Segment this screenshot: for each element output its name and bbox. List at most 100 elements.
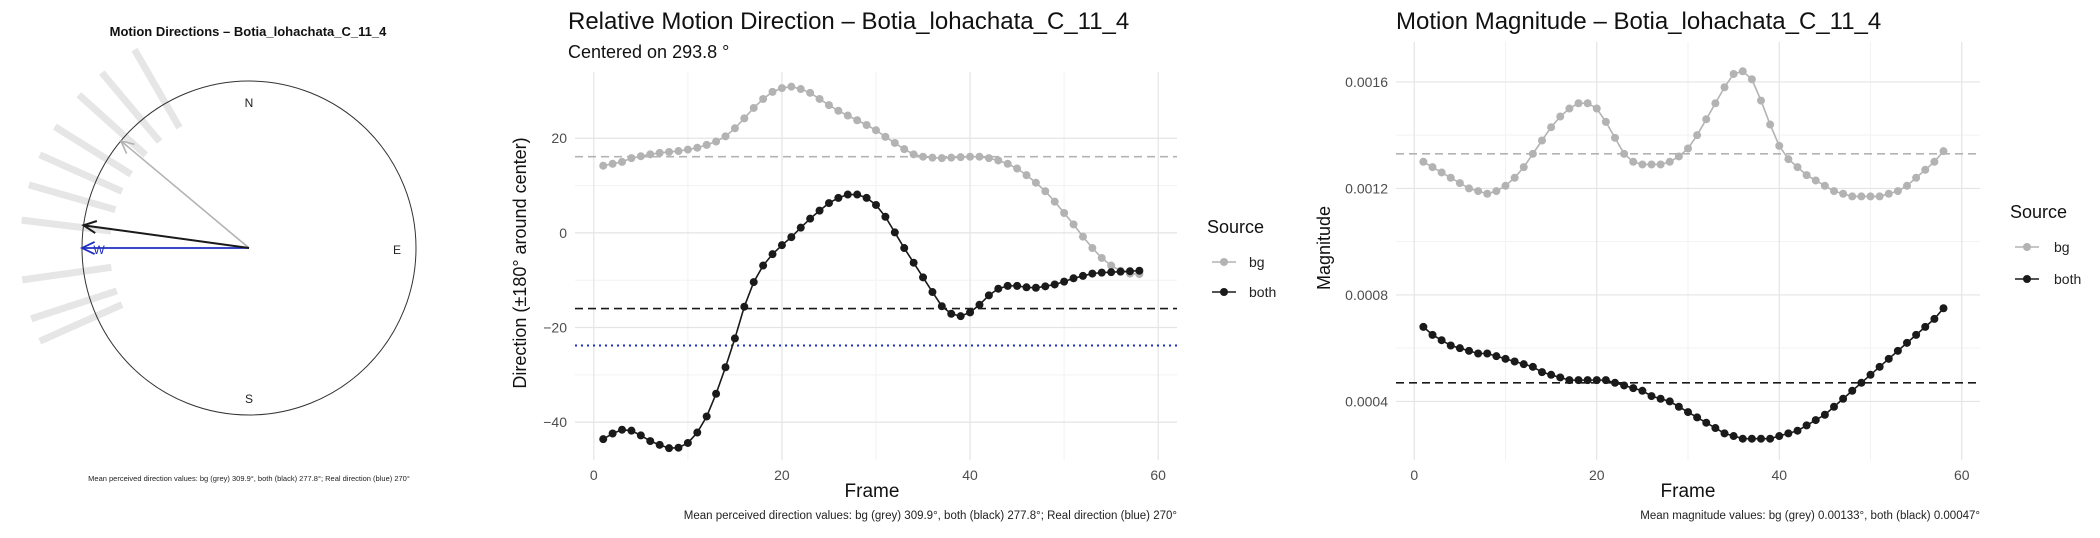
magnitude-point-bg xyxy=(1848,192,1857,201)
magnitude-point-both xyxy=(1556,373,1565,382)
magnitude-point-bg xyxy=(1428,163,1437,172)
magnitude-point-both xyxy=(1601,376,1610,385)
compass-spokes xyxy=(21,47,183,345)
magnitude-point-both xyxy=(1839,394,1848,403)
magnitude-point-bg xyxy=(1830,187,1838,196)
magnitude-point-bg xyxy=(1510,173,1519,182)
magnitude-y-axis-label: Magnitude xyxy=(1314,206,1334,290)
magnitude-point-both xyxy=(1939,304,1948,313)
magnitude-point-bg xyxy=(1903,181,1911,190)
direction-point-both xyxy=(956,312,965,321)
magnitude-point-bg xyxy=(1802,171,1811,180)
direction-point-bg xyxy=(759,94,768,103)
magnitude-point-bg xyxy=(1820,181,1829,190)
magnitude-point-both xyxy=(1638,386,1647,395)
magnitude-point-both xyxy=(1629,384,1638,393)
magnitude-y-tick-label: 0.0004 xyxy=(1345,393,1388,409)
magnitude-point-bg xyxy=(1647,160,1656,169)
magnitude-series-line-both xyxy=(1422,307,1945,440)
magnitude-point-both xyxy=(1656,394,1665,403)
direction-point-both xyxy=(984,291,993,300)
direction-point-both xyxy=(1135,266,1144,275)
direction-point-both xyxy=(759,261,768,270)
magnitude-point-both xyxy=(1884,354,1893,363)
direction-point-both xyxy=(1069,274,1078,283)
direction-point-both xyxy=(909,258,918,267)
direction-y-tick-label: −40 xyxy=(543,414,567,430)
direction-series-line-bg xyxy=(603,85,1140,275)
magnitude-point-bg xyxy=(1875,192,1884,201)
magnitude-point-bg xyxy=(1611,133,1619,142)
magnitude-point-bg xyxy=(1556,112,1565,121)
compass-north-label: N xyxy=(245,96,254,110)
direction-point-bg xyxy=(994,156,1003,165)
magnitude-point-both xyxy=(1428,330,1437,339)
both-direction-arrow xyxy=(83,224,250,249)
direction-point-both xyxy=(947,309,956,318)
magnitude-point-both xyxy=(1793,426,1802,435)
direction-point-bg xyxy=(712,137,721,146)
magnitude-point-both xyxy=(1483,349,1492,358)
direction-legend-bg-label: bg xyxy=(1249,254,1265,270)
direction-point-bg xyxy=(702,140,711,149)
magnitude-point-both xyxy=(1492,352,1501,361)
magnitude-point-both xyxy=(1820,410,1829,419)
magnitude-point-bg xyxy=(1766,120,1775,129)
magnitude-point-both xyxy=(1437,336,1446,345)
direction-point-both xyxy=(721,363,730,372)
direction-legend-title: Source xyxy=(1207,217,1264,237)
direction-point-both xyxy=(768,250,777,259)
magnitude-panel: Motion Magnitude – Botia_lohachata_C_11_… xyxy=(1310,0,2100,533)
direction-point-both xyxy=(618,425,627,434)
magnitude-point-bg xyxy=(1592,104,1601,113)
magnitude-point-both xyxy=(1930,314,1939,323)
compass-spoke xyxy=(76,92,149,158)
magnitude-point-both xyxy=(1574,376,1583,385)
magnitude-point-both xyxy=(1620,381,1629,390)
magnitude-point-bg xyxy=(1912,173,1921,182)
magnitude-point-bg xyxy=(1866,192,1875,201)
magnitude-point-bg xyxy=(1474,187,1483,196)
bg-direction-arrow-head xyxy=(119,139,135,154)
magnitude-point-both xyxy=(1830,402,1838,411)
direction-point-both xyxy=(1116,267,1125,276)
magnitude-x-tick-label: 0 xyxy=(1410,467,1418,483)
magnitude-point-bg xyxy=(1930,157,1939,166)
magnitude-point-both xyxy=(1775,432,1784,441)
direction-point-both xyxy=(994,284,1003,293)
magnitude-point-bg xyxy=(1519,163,1528,172)
magnitude-point-both xyxy=(1611,378,1619,387)
magnitude-point-bg xyxy=(1538,136,1546,145)
direction-point-bg xyxy=(636,152,645,161)
magnitude-point-bg xyxy=(1656,160,1665,169)
direction-point-both xyxy=(702,412,711,421)
direction-point-bg xyxy=(721,132,730,141)
magnitude-legend-both-marker xyxy=(2023,275,2031,283)
direction-point-bg xyxy=(909,150,918,159)
direction-point-both xyxy=(636,431,645,440)
direction-point-bg xyxy=(618,157,627,166)
direction-point-both xyxy=(815,206,824,215)
magnitude-point-bg xyxy=(1839,189,1848,198)
direction-point-bg xyxy=(1041,187,1050,196)
direction-title: Relative Motion Direction – Botia_lohach… xyxy=(568,8,1129,35)
magnitude-point-both xyxy=(1538,368,1546,377)
magnitude-x-tick-label: 60 xyxy=(1954,467,1970,483)
direction-point-both xyxy=(872,200,880,209)
magnitude-point-both xyxy=(1665,397,1674,406)
magnitude-point-bg xyxy=(1674,152,1683,161)
magnitude-point-both xyxy=(1465,346,1473,355)
magnitude-point-bg xyxy=(1437,168,1446,177)
direction-x-tick-label: 20 xyxy=(774,467,790,483)
direction-point-both xyxy=(796,223,805,232)
magnitude-point-both xyxy=(1647,392,1656,401)
magnitude-point-both xyxy=(1684,408,1692,417)
direction-point-bg xyxy=(1088,244,1097,253)
direction-point-bg xyxy=(683,145,692,154)
magnitude-legend-bg-label: bg xyxy=(2054,239,2070,255)
magnitude-point-both xyxy=(1547,370,1556,379)
direction-point-both xyxy=(1022,283,1031,292)
magnitude-point-bg xyxy=(1492,187,1501,196)
direction-point-bg xyxy=(627,154,636,163)
direction-point-both xyxy=(890,228,899,237)
